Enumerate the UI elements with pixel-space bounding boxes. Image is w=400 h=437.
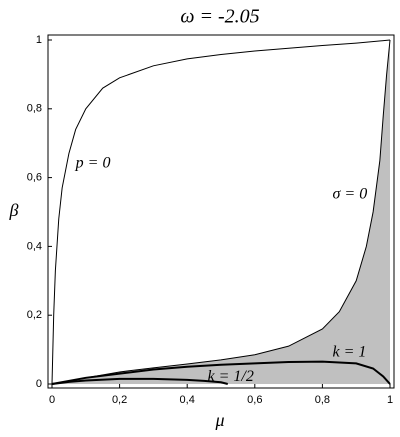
curve — [51, 377, 229, 385]
curve-label: k = 1/2 — [207, 368, 253, 385]
y-tick-label: 0,6 — [27, 172, 42, 184]
area-fill — [52, 40, 390, 384]
curve — [51, 360, 391, 385]
y-tick-label: 0,2 — [27, 309, 42, 321]
y-tick-label: 0,8 — [27, 103, 42, 115]
plot-area: 0 0,2 0,4 0,6 0,8 1 0 0,2 0,4 0,6 0,8 1 p = 0 σ = 0 k … — [27, 34, 393, 406]
x-tick-label: 0 — [49, 394, 55, 406]
x-tick-label: 0,6 — [247, 394, 262, 406]
x-axis-label: μ — [214, 410, 224, 430]
plot-frame — [47, 34, 395, 389]
curve — [51, 39, 391, 385]
y-tick-label: 0 — [36, 378, 42, 390]
curve-label: σ = 0 — [333, 185, 368, 202]
y-tick-label: 0,4 — [27, 240, 42, 252]
chart-title: ω = -2.05 — [180, 6, 259, 28]
curve-label: k = 1 — [333, 344, 367, 361]
x-tick-label: 1 — [387, 394, 393, 406]
y-axis-label: β — [9, 200, 19, 220]
x-tick-label: 0,4 — [180, 394, 195, 406]
curve-label: p = 0 — [75, 155, 111, 172]
y-tick-label: 1 — [36, 34, 42, 46]
x-tick-label: 0,8 — [315, 394, 330, 406]
curve — [51, 39, 391, 385]
x-tick-label: 0,2 — [112, 394, 127, 406]
